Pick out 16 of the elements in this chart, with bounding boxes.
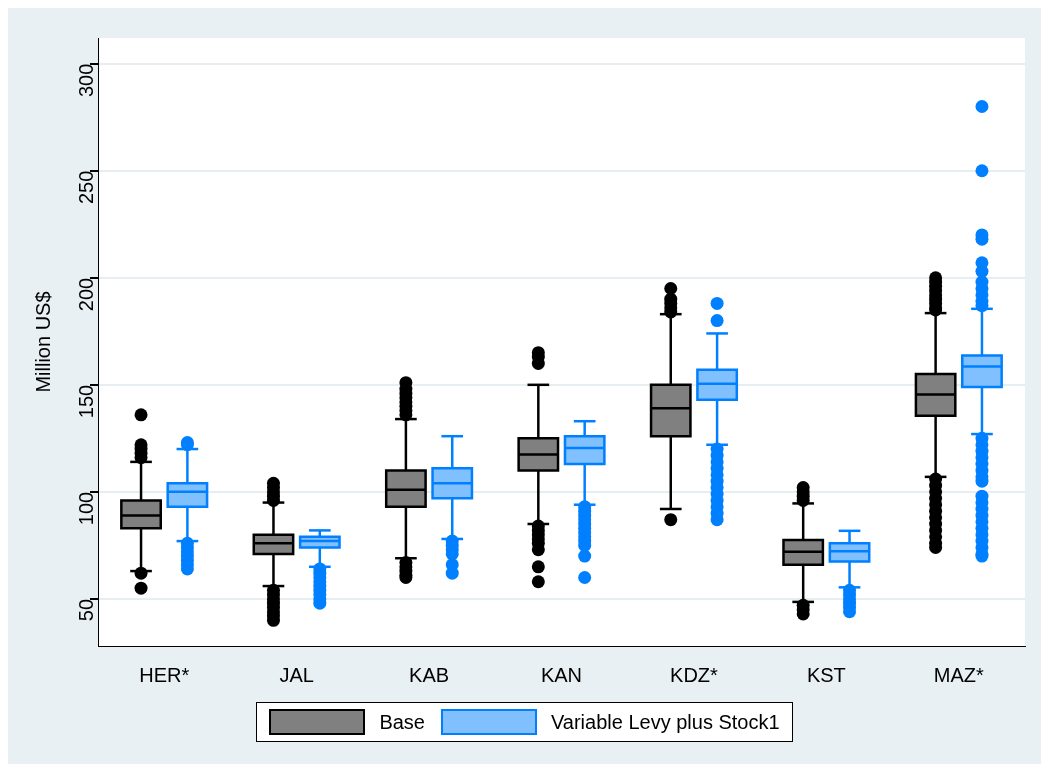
- legend-label: Base: [379, 710, 425, 734]
- x-tick-label: HER*: [139, 663, 190, 686]
- y-axis-title: Million US$: [31, 291, 54, 393]
- y-tick-label: 50: [74, 598, 97, 622]
- x-tick-label: MAZ*: [933, 663, 984, 686]
- y-tick-label: 100: [74, 491, 97, 526]
- x-tick-label: KAB: [409, 663, 450, 686]
- y-tick-label: 250: [74, 170, 97, 205]
- x-tick-label: KST: [806, 663, 846, 686]
- x-tick-label: KAN: [540, 663, 583, 686]
- x-tick-label: JAL: [279, 663, 314, 686]
- y-tick-label: 200: [74, 277, 97, 312]
- y-tick-label: 300: [74, 63, 97, 98]
- x-tick-label: KDZ*: [670, 663, 719, 686]
- y-tick-label: 150: [74, 384, 97, 419]
- legend-label: Variable Levy plus Stock1: [550, 710, 780, 734]
